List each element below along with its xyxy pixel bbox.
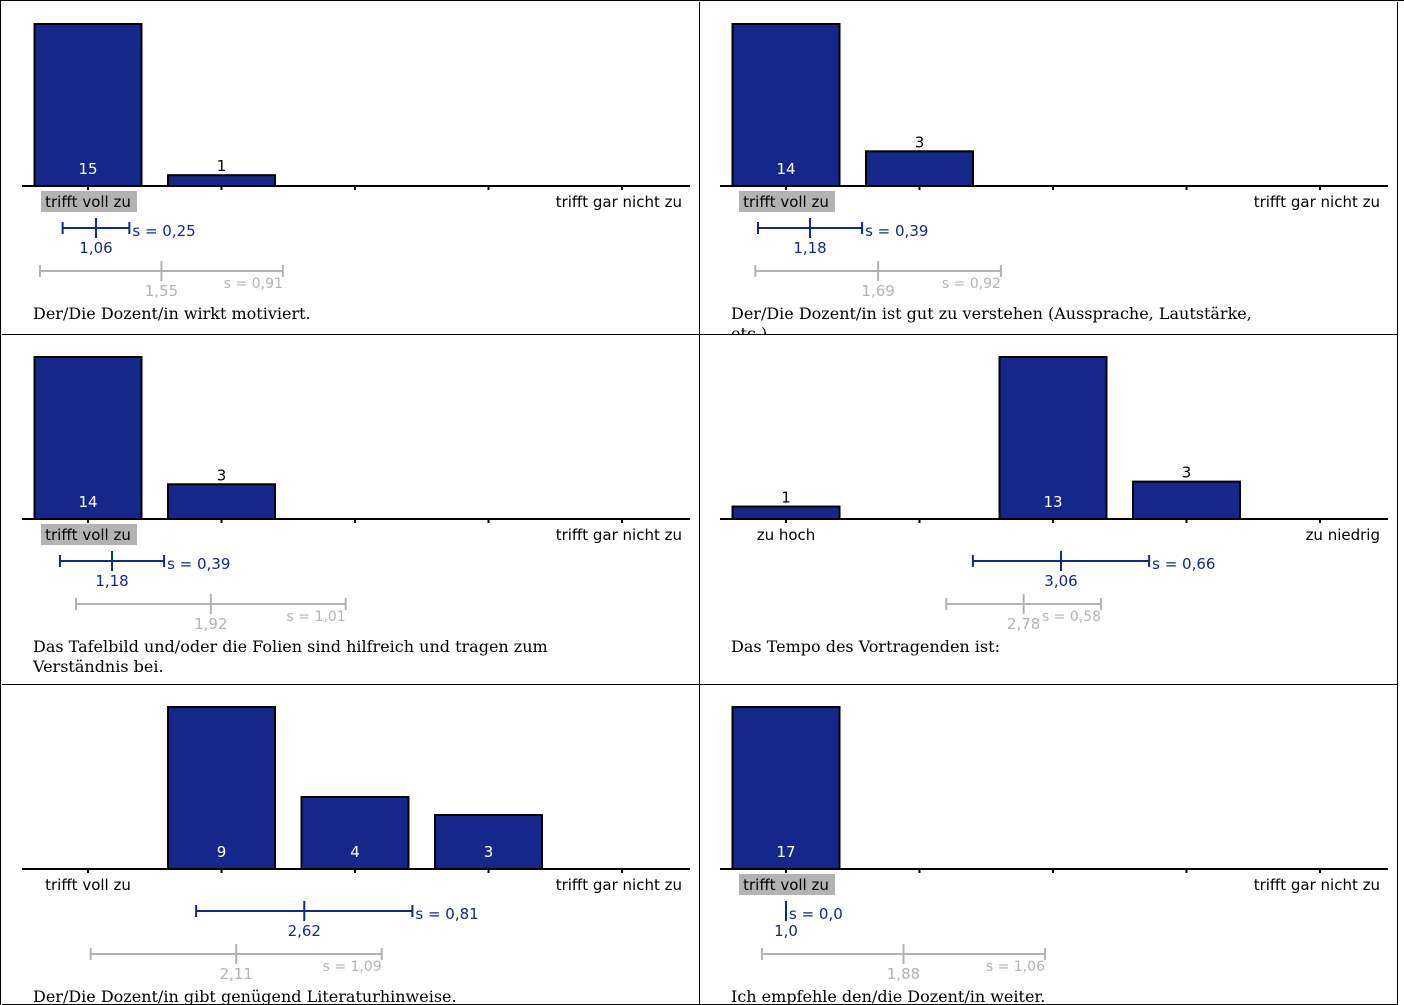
left-label-highlight bbox=[41, 524, 137, 545]
ref-mean-label: 1,55 bbox=[145, 282, 178, 300]
bar-value-label: 17 bbox=[776, 843, 795, 861]
left-label-highlight bbox=[739, 191, 835, 212]
scale-right-label: trifft gar nicht zu bbox=[556, 193, 682, 211]
own-mean-label: 1,06 bbox=[79, 239, 112, 257]
bar bbox=[167, 706, 276, 870]
scale-left-label: trifft voll zu bbox=[45, 526, 131, 544]
own-mean-label: 1,18 bbox=[793, 239, 826, 257]
left-label-highlight bbox=[41, 191, 137, 212]
left-label-highlight bbox=[739, 874, 835, 895]
bar-value-label: 3 bbox=[915, 133, 925, 151]
bar bbox=[731, 505, 841, 521]
bar bbox=[1132, 480, 1241, 521]
bar bbox=[167, 483, 276, 521]
chart-svg: 1 13 3 zu hoch zu niedrig 3,06 s = 0,66 2,78 s =… bbox=[720, 356, 1388, 633]
question-text: Das Tempo des Vortragenden ist: bbox=[731, 637, 1000, 656]
ref-mean-label: 2,78 bbox=[1007, 615, 1040, 633]
chart-panel: 17 trifft voll zu trifft gar nicht zu 1,0 s … bbox=[700, 685, 1398, 1005]
ref-mean-label: 1,92 bbox=[194, 615, 227, 633]
bar-value-label: 13 bbox=[1043, 493, 1062, 511]
own-mean-label: 1,18 bbox=[95, 572, 128, 590]
ref-sd-label: s = 1,06 bbox=[986, 959, 1045, 975]
ref-sd-label: s = 0,92 bbox=[942, 276, 1001, 292]
ref-sd-label: s = 1,01 bbox=[287, 609, 346, 625]
chart-svg: 14 3 trifft voll zu trifft gar nicht zu 1,18… bbox=[22, 356, 690, 633]
ref-sd-label: s = 1,09 bbox=[323, 959, 382, 975]
scale-right-label: zu niedrig bbox=[1306, 526, 1380, 544]
bar-value-label: 3 bbox=[484, 843, 494, 861]
bar-value-label: 15 bbox=[78, 160, 97, 178]
scale-right-label: trifft gar nicht zu bbox=[1254, 876, 1380, 894]
ref-sd-label: s = 0,58 bbox=[1042, 609, 1101, 625]
own-sd-label: s = 0,25 bbox=[132, 222, 195, 240]
question-text: Ich empfehle den/die Dozent/in weiter. bbox=[731, 987, 1046, 1005]
own-mean-label: 2,62 bbox=[288, 922, 321, 940]
scale-left-label: trifft voll zu bbox=[45, 193, 131, 211]
bar bbox=[731, 23, 841, 187]
question-text: Der/Die Dozent/in wirkt motiviert. bbox=[33, 304, 311, 323]
question-text: Der/Die Dozent/in gibt genügend Literatu… bbox=[33, 987, 457, 1005]
own-sd-label: s = 0,0 bbox=[789, 905, 843, 923]
chart-panel: 14 3 trifft voll zu trifft gar nicht zu 1,18… bbox=[700, 2, 1398, 335]
chart-panel: 9 4 3 trifft voll zu trifft gar nicht zu 2,62… bbox=[2, 685, 700, 1005]
bar-value-label: 14 bbox=[776, 160, 795, 178]
ref-mean-label: 2,11 bbox=[219, 965, 252, 983]
bar-value-label: 4 bbox=[350, 843, 360, 861]
bar bbox=[300, 796, 410, 870]
bar-value-label: 9 bbox=[217, 843, 227, 861]
chart-svg: 15 1 trifft voll zu trifft gar nicht zu 1,06… bbox=[22, 23, 690, 300]
bar bbox=[33, 356, 143, 520]
own-sd-label: s = 0,39 bbox=[167, 555, 230, 573]
own-mean-label: 1,0 bbox=[774, 922, 798, 940]
scale-right-label: trifft gar nicht zu bbox=[556, 876, 682, 894]
own-sd-label: s = 0,66 bbox=[1152, 555, 1215, 573]
scale-right-label: trifft gar nicht zu bbox=[1254, 193, 1380, 211]
ref-mean-label: 1,69 bbox=[861, 282, 894, 300]
bar-value-label: 3 bbox=[1182, 464, 1192, 482]
chart-panel: 15 1 trifft voll zu trifft gar nicht zu 1,06… bbox=[2, 2, 700, 335]
ref-sd-label: s = 0,91 bbox=[224, 276, 283, 292]
own-sd-label: s = 0,81 bbox=[415, 905, 478, 923]
bar bbox=[434, 814, 543, 870]
chart-svg: 14 3 trifft voll zu trifft gar nicht zu 1,18… bbox=[720, 23, 1388, 300]
chart-svg: 9 4 3 trifft voll zu trifft gar nicht zu 2,62… bbox=[22, 706, 690, 983]
scale-left-label: trifft voll zu bbox=[743, 193, 829, 211]
ref-mean-label: 1,88 bbox=[887, 965, 920, 983]
question-text: Der/Die Dozent/in ist gut zu verstehen (… bbox=[731, 304, 1252, 335]
scale-left-label: trifft voll zu bbox=[45, 876, 131, 894]
own-mean-label: 3,06 bbox=[1044, 572, 1077, 590]
bar-value-label: 14 bbox=[78, 493, 97, 511]
bar-value-label: 1 bbox=[781, 489, 791, 507]
bar-value-label: 3 bbox=[217, 466, 227, 484]
bar bbox=[33, 23, 143, 187]
chart-panel: 14 3 trifft voll zu trifft gar nicht zu 1,18… bbox=[2, 335, 700, 685]
bar bbox=[865, 150, 974, 188]
scale-right-label: trifft gar nicht zu bbox=[556, 526, 682, 544]
scale-left-label: trifft voll zu bbox=[743, 876, 829, 894]
bar bbox=[167, 174, 276, 187]
scale-left-label: zu hoch bbox=[757, 526, 816, 544]
own-sd-label: s = 0,39 bbox=[865, 222, 928, 240]
question-text: Das Tafelbild und/oder die Folien sind h… bbox=[33, 637, 548, 676]
bar-value-label: 1 bbox=[217, 157, 227, 175]
chart-panel: 1 13 3 zu hoch zu niedrig 3,06 s = 0,66 2,78 s =… bbox=[700, 335, 1398, 685]
